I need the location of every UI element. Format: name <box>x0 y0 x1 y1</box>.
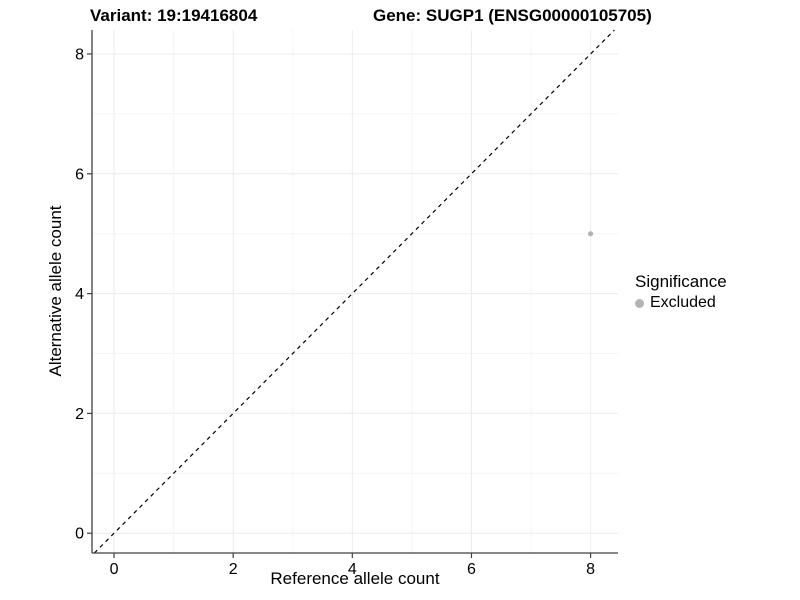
y-tick-label: 6 <box>75 166 84 183</box>
identity-line <box>93 29 615 554</box>
x-tick-label: 8 <box>586 561 595 578</box>
x-axis-title: Reference allele count <box>270 569 440 588</box>
y-tick-label: 2 <box>75 406 84 423</box>
legend-point-icon <box>635 298 644 308</box>
y-axis-title: Alternative allele count <box>46 205 65 377</box>
data-point <box>587 231 594 237</box>
x-tick-label: 0 <box>110 561 119 578</box>
x-tick-label: 2 <box>229 561 238 578</box>
x-tick-label: 4 <box>348 561 357 578</box>
plot-title-variant: Variant: 19:19416804 <box>90 6 258 25</box>
legend-entry-label: Excluded <box>650 294 716 311</box>
legend: Significance Excluded <box>635 271 727 313</box>
plot-title-gene: Gene: SUGP1 (ENSG00000105705) <box>373 6 652 25</box>
x-tick-label: 6 <box>467 561 476 578</box>
legend-entry-excluded: Excluded <box>635 293 727 313</box>
y-tick-label: 4 <box>75 286 84 303</box>
y-tick-label: 8 <box>75 46 84 63</box>
y-tick-label: 0 <box>75 526 84 543</box>
legend-title: Significance <box>635 272 727 291</box>
